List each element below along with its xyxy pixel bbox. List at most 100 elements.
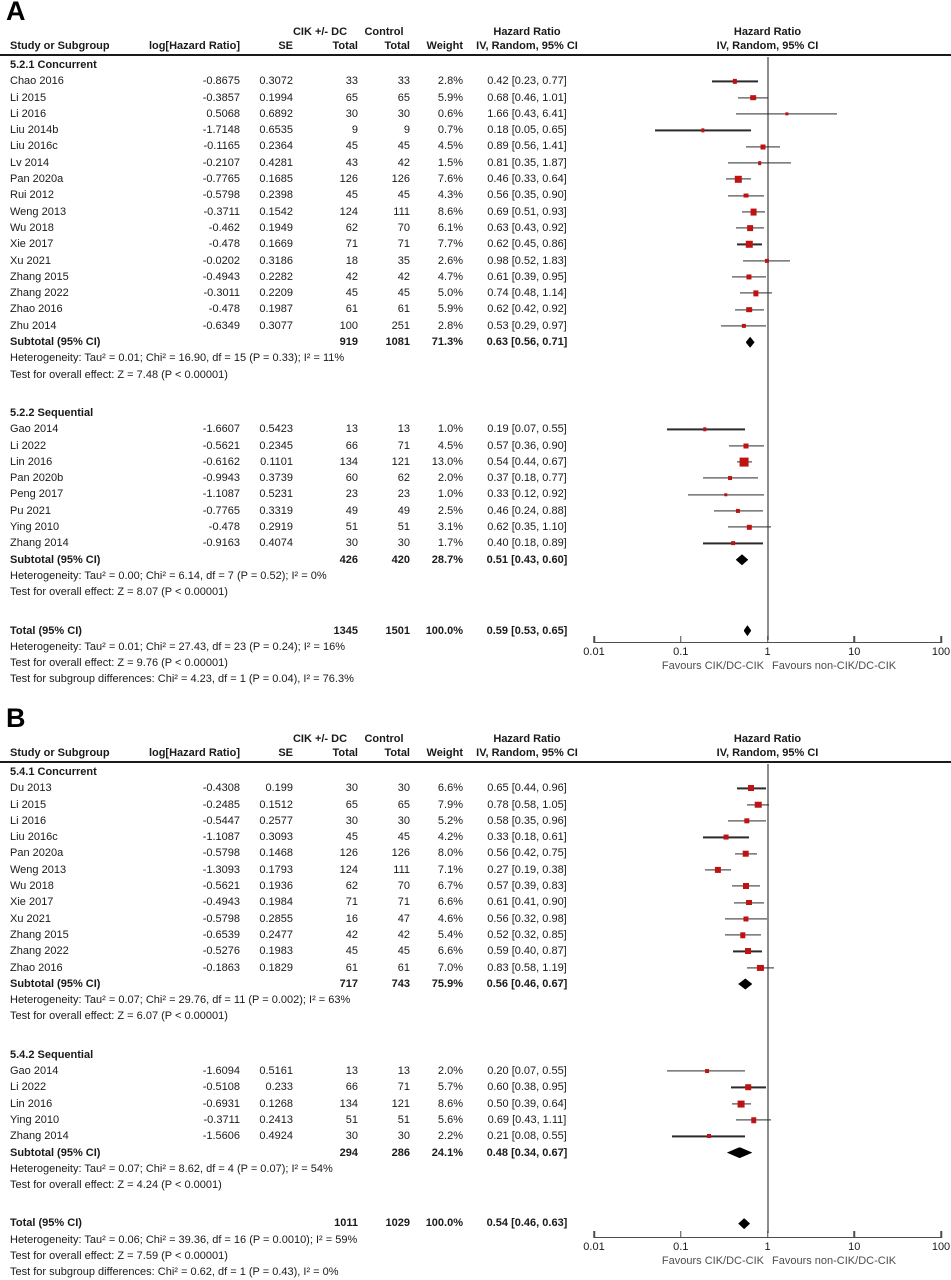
control-total-cell: 45 <box>397 189 410 202</box>
experimental-total-cell: 30 <box>345 537 358 550</box>
axis-tick <box>940 636 942 643</box>
se-cell: 0.4924 <box>259 1130 293 1143</box>
hazard-ratio-ci-cell: 0.62 [0.35, 1.10] <box>487 521 567 534</box>
weight-cell: 1.7% <box>437 537 463 550</box>
study-row: Pan 2020a -0.7765 0.1685 126 126 7.6% 0.46 [0.… <box>0 171 951 187</box>
subgroup-title: 5.4.1 Concurrent <box>10 766 97 778</box>
experimental-total-cell: 100 <box>339 319 358 332</box>
study-estimate-plot <box>594 171 941 187</box>
pooled-estimate-plot <box>594 552 941 568</box>
control-total-cell: 126 <box>391 847 410 860</box>
weight-column-header: Weight <box>426 40 463 52</box>
se-column-header: SE <box>278 747 293 759</box>
study-row: Zhu 2014 -0.6349 0.3077 100 251 2.8% 0.53 [0.2… <box>0 318 951 334</box>
hazard-ratio-ci-cell: 0.68 [0.46, 1.01] <box>487 91 567 104</box>
control-total-cell: 42 <box>397 270 410 283</box>
log-hr-cell: -0.5276 <box>202 945 240 958</box>
hazard-ratio-ci-cell: 0.59 [0.53, 0.65] <box>486 624 568 637</box>
point-estimate-marker <box>704 1069 709 1074</box>
study-name-cell: Li 2022 <box>10 1081 47 1094</box>
experimental-total-cell: 13 <box>345 423 358 436</box>
weight-cell: 28.7% <box>431 553 463 566</box>
log-hr-cell: -1.6094 <box>202 1065 240 1078</box>
study-row: Liu 2016c -0.1165 0.2364 45 45 4.5% 0.89 [0.56… <box>0 138 951 154</box>
point-estimate-marker <box>764 258 769 263</box>
hazard-ratio-ci-cell: 0.81 [0.35, 1.87] <box>487 156 567 169</box>
log-hr-cell: -0.5621 <box>202 880 240 893</box>
hazard-ratio-ci-cell: 0.78 [0.58, 1.05] <box>487 798 567 811</box>
weight-cell: 6.6% <box>437 782 463 795</box>
control-total-cell: 65 <box>397 798 410 811</box>
control-total-cell: 33 <box>397 75 410 88</box>
axis-tick <box>766 636 769 643</box>
subtotal-row: Subtotal (95% CI) 717 743 75.9% 0.56 [0.46, … <box>0 976 951 992</box>
study-row: Zhao 2016 -0.478 0.1987 61 61 5.9% 0.62 [0.42,… <box>0 301 951 317</box>
point-estimate-marker <box>757 161 762 165</box>
study-name-cell: Zhang 2015 <box>10 270 69 283</box>
se-cell: 0.1268 <box>259 1097 293 1110</box>
hazard-ratio-ci-cell: 0.18 [0.05, 0.65] <box>487 124 567 137</box>
log-hr-cell: -0.4943 <box>202 896 240 909</box>
study-name-cell: Ying 2010 <box>10 521 60 534</box>
log-hr-cell: -0.2485 <box>202 798 240 811</box>
study-name-cell: Lin 2016 <box>10 1097 53 1110</box>
study-name-cell: Li 2016 <box>10 107 47 120</box>
study-row: Gao 2014 -1.6607 0.5423 13 13 1.0% 0.19 [0.07,… <box>0 421 951 437</box>
study-row: Wu 2018 -0.5621 0.1936 62 70 6.7% 0.57 [0.39, … <box>0 878 951 894</box>
hazard-ratio-ci-cell: 0.69 [0.43, 1.11] <box>487 1113 567 1126</box>
se-cell: 0.5161 <box>259 1065 293 1078</box>
log-hr-column-header: log[Hazard Ratio] <box>148 40 240 52</box>
study-name-cell: Zhang 2022 <box>10 945 69 958</box>
study-estimate-plot <box>594 106 941 122</box>
control-total-cell: 65 <box>397 91 410 104</box>
study-name-cell: Ying 2010 <box>10 1113 60 1126</box>
study-row: Ying 2010 -0.478 0.2919 51 51 3.1% 0.62 [0.35,… <box>0 519 951 535</box>
weight-cell: 5.9% <box>437 303 463 316</box>
point-estimate-marker <box>736 508 741 513</box>
se-cell: 0.2398 <box>259 189 293 202</box>
se-cell: 0.2413 <box>259 1113 293 1126</box>
subgroup-title: 5.4.2 Sequential <box>10 1048 94 1061</box>
no-effect-reference-line <box>767 764 769 1233</box>
spacer-row <box>0 1025 951 1047</box>
log-hr-cell: -0.1863 <box>202 961 240 974</box>
point-estimate-marker <box>724 492 728 497</box>
axis-tick <box>593 1231 595 1238</box>
log-hr-cell: -1.1087 <box>202 488 240 501</box>
study-row: Xie 2017 -0.478 0.1669 71 71 7.7% 0.62 [0.45, … <box>0 236 951 252</box>
study-estimate-plot <box>594 845 941 861</box>
heterogeneity-note: Heterogeneity: Tau² = 0.07; Chi² = 29.76… <box>0 992 951 1008</box>
axis-tick-label: 0.01 <box>583 646 605 658</box>
weight-cell: 5.4% <box>437 928 463 941</box>
study-name-cell: Subtotal (95% CI) <box>10 1146 101 1159</box>
control-total-cell: 1029 <box>385 1217 410 1230</box>
control-group-header: Control <box>364 26 404 38</box>
study-name-cell: Subtotal (95% CI) <box>10 977 101 990</box>
study-estimate-plot <box>594 90 941 106</box>
study-row: Liu 2016c -1.1087 0.3093 45 45 4.2% 0.33 [0.18… <box>0 829 951 845</box>
axis-tick-label: 10 <box>848 646 861 658</box>
axis-tick <box>940 1231 942 1238</box>
log-hr-cell: -0.4943 <box>202 270 240 283</box>
study-name-cell: Zhao 2016 <box>10 961 63 974</box>
weight-cell: 2.5% <box>437 504 463 517</box>
experimental-total-cell: 124 <box>339 863 358 876</box>
point-estimate-marker <box>747 225 753 231</box>
overall-effect-note: Test for overall effect: Z = 4.24 (P < 0… <box>0 1177 951 1193</box>
control-total-cell: 1081 <box>385 336 410 349</box>
forest-panel-b: B CIK +/- DC Control Hazard Ratio Hazard… <box>0 703 951 1280</box>
weight-cell: 4.3% <box>437 189 463 202</box>
weight-cell: 5.6% <box>437 1113 463 1126</box>
control-total-cell: 49 <box>397 504 410 517</box>
log-hr-cell: -0.478 <box>208 521 240 534</box>
study-estimate-plot <box>594 438 941 454</box>
pooled-diamond <box>745 336 755 348</box>
study-name-cell: Xu 2021 <box>10 912 51 925</box>
weight-cell: 6.1% <box>437 221 463 234</box>
experimental-total-cell: 13 <box>345 1065 358 1078</box>
point-estimate-marker <box>743 883 750 890</box>
experimental-total-cell: 30 <box>345 814 358 827</box>
hazard-ratio-ci-cell: 0.46 [0.24, 0.88] <box>487 504 567 517</box>
point-estimate-marker <box>754 801 762 809</box>
se-cell: 0.5423 <box>259 423 293 436</box>
